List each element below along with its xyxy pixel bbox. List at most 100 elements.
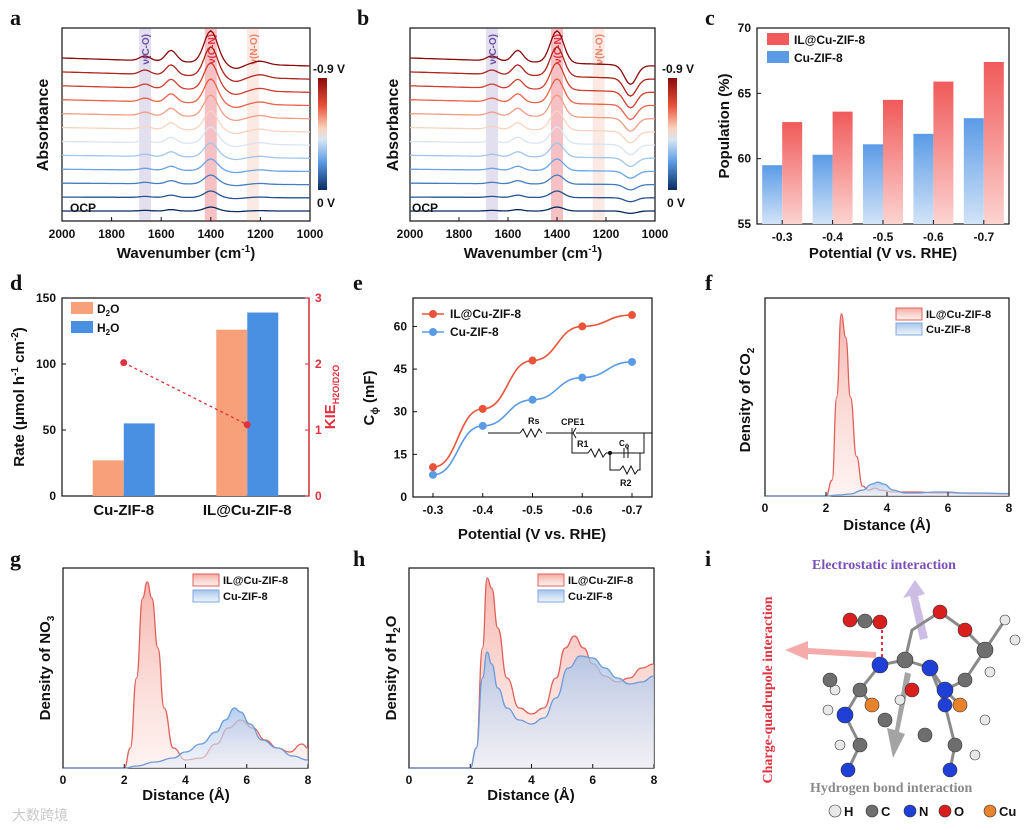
pb-spectrum-2	[410, 174, 655, 191]
panel-a-ir-spectra: ν(C-O) ν(C-N) ν(N-O) 2000 1800 1600 1400 1200 1…	[35, 27, 345, 262]
pf-curve-0	[765, 313, 1010, 497]
pf-xtick-1: 2	[823, 501, 830, 515]
pb-band-0	[486, 28, 499, 221]
panel-d-ytick-0: 0	[49, 489, 56, 503]
panel-c-bar-il-1	[832, 111, 853, 224]
atom-legend-label-h: H	[844, 804, 853, 819]
panel-d-legend-swatch-d2o	[71, 302, 93, 314]
pb-band-label-1: ν(C-N)	[553, 34, 564, 64]
pa-spectrum-7	[61, 94, 310, 122]
atom-h-25	[822, 704, 834, 716]
panel-h-ylabel: Density of H2O	[383, 615, 403, 720]
panel-a-ylabel: Absorbance	[35, 79, 52, 172]
panel-i-molecular-model: Electrostatic interaction Charge-quadrup…	[761, 558, 1021, 819]
panel-d-ylabel: Rate (μmol h-1 cm-2)	[10, 327, 28, 467]
pb-spectrum-1	[410, 190, 655, 203]
pg-curve-0	[62, 581, 309, 769]
pg-curve-1	[62, 707, 309, 769]
panel-a-frame	[61, 27, 311, 222]
panel-c-legend-swatch-cu	[767, 51, 789, 63]
panel-e-ytick-4: 60	[394, 319, 408, 333]
panel-e-point-0-3	[578, 322, 587, 331]
panel-e-xtick-4: -0.7	[622, 503, 643, 517]
atom-legend-label-c: C	[881, 804, 891, 819]
panel-c-xtick-0: -0.3	[772, 230, 793, 244]
electrostatic-arrow	[903, 580, 928, 640]
panel-f-legend-swatch-il	[895, 307, 923, 321]
panel-e-ylabel: Cϕ (mF)	[361, 370, 381, 425]
panel-e-capacitance: 0 15 30 45 60 -0.3 -0.4 -0.5 -0.6 -0.7 Cϕ (mF) P…	[361, 297, 653, 543]
atom-n-21	[937, 697, 953, 713]
atom-legend-swatch-o	[938, 804, 952, 818]
panel-c-ytick-0: 55	[738, 217, 752, 231]
atom-o-2	[872, 614, 888, 630]
panel-d-bar-h2o-1	[247, 312, 279, 496]
atom-n-3	[871, 656, 889, 674]
pa-xtick-4: 1200	[247, 227, 274, 241]
panel-e-xtick-1: -0.4	[472, 503, 493, 517]
atom-o-6	[904, 682, 920, 698]
panel-d-kie-point-0	[120, 359, 128, 367]
panel-label-d: d	[10, 270, 22, 295]
atom-legend-label-n: N	[919, 804, 928, 819]
pa-band-label-0: ν(C-O)	[141, 34, 152, 65]
panel-c-ylabel: Population (%)	[716, 74, 733, 179]
panel-e-circuit-r2: R2	[620, 478, 632, 488]
panel-c-bar-cu-0	[762, 165, 783, 224]
panel-label-c: c	[705, 5, 715, 30]
panel-e-point-0-2	[528, 356, 537, 365]
ph-xtick-1: 2	[467, 773, 474, 787]
atom-h-14	[984, 666, 996, 678]
panel-label-e: e	[353, 270, 363, 295]
pb-spectrum-10	[409, 45, 656, 97]
atom-c-32	[917, 727, 933, 743]
panel-c-bar-il-0	[782, 122, 803, 224]
atom-c-13	[957, 672, 973, 688]
atom-o-0	[842, 612, 858, 628]
pb-xtick-0: 2000	[397, 227, 424, 241]
pa-band-2	[246, 28, 259, 221]
pb-spectrum-0	[410, 206, 655, 215]
panel-e-circuit-rs: Rs	[528, 416, 540, 426]
panel-b-colorbar-top: -0.9 V	[662, 62, 694, 76]
panel-d-ytick-2: 100	[36, 357, 56, 371]
panel-c-legend-swatch-il	[767, 33, 789, 45]
atom-h-26	[894, 694, 906, 706]
ph-xtick-4: 8	[651, 773, 658, 787]
panel-d-legend-swatch-h2o	[71, 321, 93, 333]
pb-xtick-1: 1800	[446, 227, 473, 241]
pa-xtick-0: 2000	[49, 227, 76, 241]
charge-quadrupole-label: Charge-quadrupole interaction	[761, 596, 776, 783]
pg-area-0	[63, 582, 308, 768]
panel-e-circuit-r1: R1	[577, 439, 589, 449]
panel-b-ocp-label: OCP	[412, 201, 438, 215]
pa-spectrum-10	[61, 45, 311, 83]
pa-spectrum-2	[62, 174, 310, 187]
panel-e-point-1-0	[429, 470, 437, 479]
pb-spectrum-7	[409, 94, 655, 133]
pf-xtick-2: 4	[884, 501, 891, 515]
pf-xtick-3: 6	[945, 501, 952, 515]
panel-d-y2tick-3: 3	[315, 291, 322, 305]
panel-a-colorbar-top: -0.9 V	[313, 62, 345, 76]
panel-f-frame	[764, 297, 1010, 497]
atom-n-5	[921, 659, 939, 677]
atom-c-18	[852, 737, 868, 753]
atom-legend-swatch-cu	[983, 804, 997, 818]
panel-c-bar-il-2	[883, 99, 903, 224]
pa-xtick-5: 1000	[297, 227, 324, 241]
panel-d-bar-d2o-1	[216, 329, 248, 496]
atom-cu-20	[952, 697, 968, 713]
pf-xtick-4: 8	[1006, 501, 1013, 515]
panel-c-ytick-3: 70	[738, 21, 752, 35]
panel-e-xtick-0: -0.3	[423, 503, 444, 517]
panel-e-circuit-cpe: CPE1	[561, 417, 585, 427]
panel-d-y2label: KIEH2O/D2O	[322, 365, 341, 430]
panel-g-xlabel: Distance (Å)	[142, 787, 230, 804]
pb-spectrum-6	[409, 110, 655, 144]
panel-c-bar-cu-2	[863, 144, 883, 224]
watermark: 大数跨境	[12, 807, 68, 823]
panel-h-legend-il: IL@Cu-ZIF-8	[568, 575, 633, 587]
pb-spectrum-11	[409, 29, 656, 86]
panel-e-point-1-3	[578, 373, 587, 382]
